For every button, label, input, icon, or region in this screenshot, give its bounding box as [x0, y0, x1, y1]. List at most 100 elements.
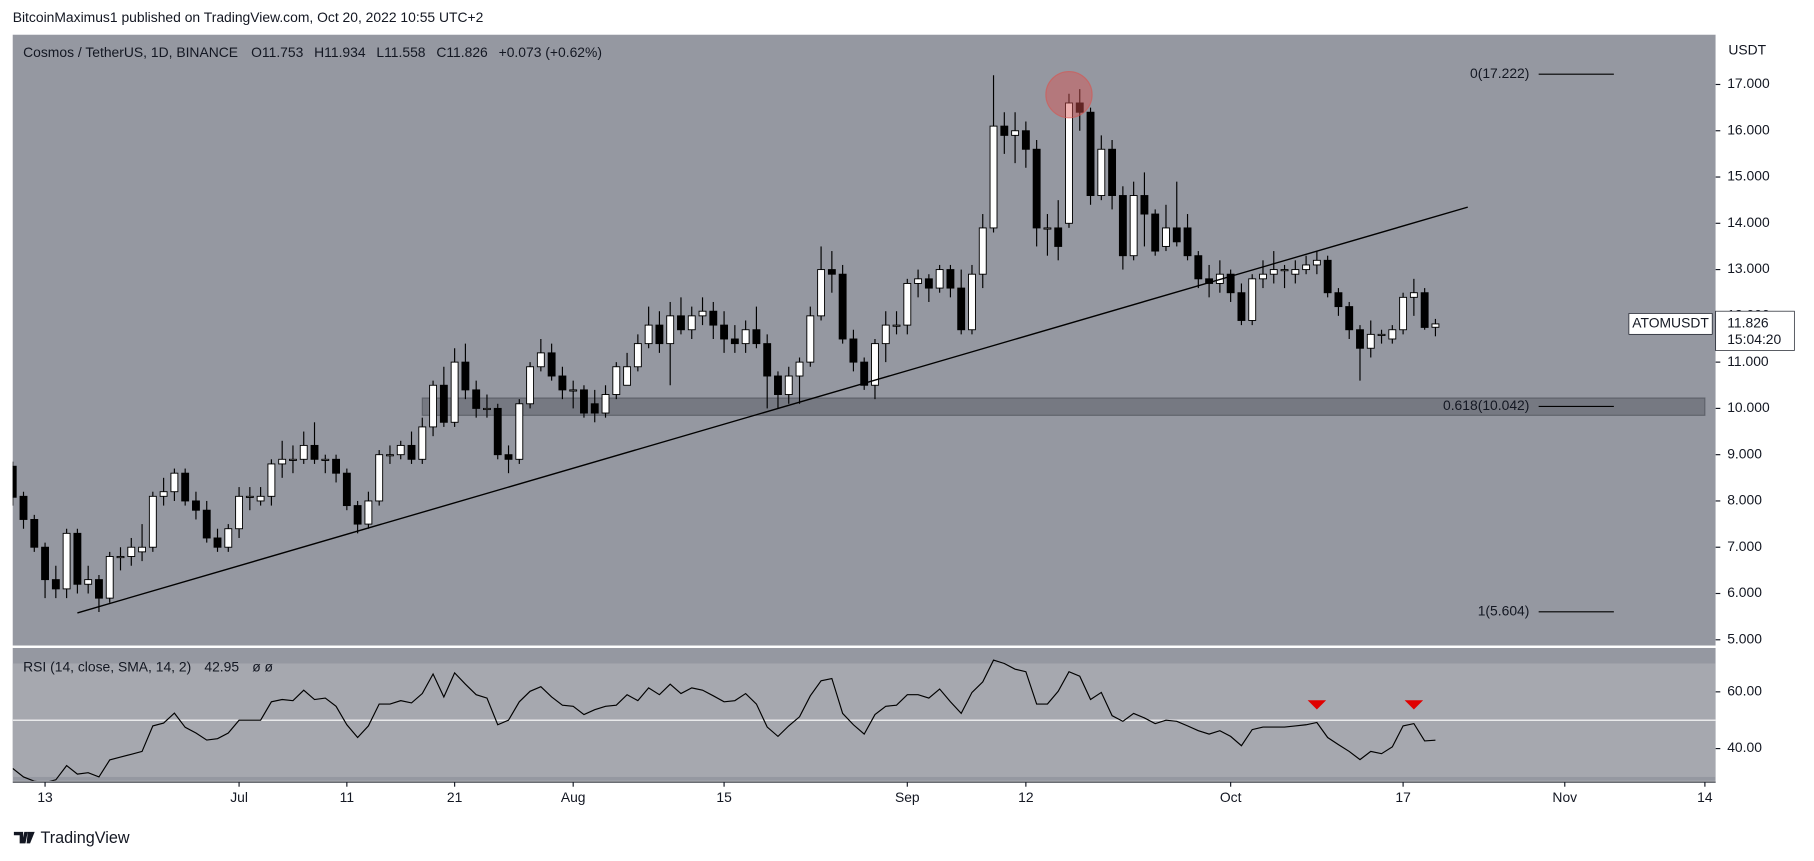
candle-body: [806, 315, 815, 363]
candle-body: [730, 338, 739, 345]
candle-body: [364, 500, 373, 525]
candle-body: [784, 375, 793, 395]
legend-high: 11.934: [324, 44, 366, 60]
footer-brand: TradingView: [40, 829, 129, 847]
candle-body: [1172, 227, 1181, 243]
y-tick-label: 8.000: [1727, 492, 1762, 508]
candle-body: [623, 366, 632, 386]
candle-body: [256, 495, 265, 502]
countdown-label: 15:04:20: [1727, 331, 1781, 347]
candle-body: [720, 324, 729, 340]
candle-body: [881, 324, 890, 345]
candle-body: [968, 273, 976, 331]
candle-body: [1323, 259, 1332, 294]
legend-open: 11.753: [262, 44, 304, 60]
candle-body: [235, 495, 243, 530]
x-tick-label: Jul: [230, 789, 248, 805]
candle-body: [601, 394, 610, 414]
y-tick-label: 13.000: [1727, 260, 1770, 276]
price-box: [1715, 310, 1795, 351]
candle-body: [504, 454, 513, 460]
candle-body: [957, 287, 966, 331]
candle-body: [989, 125, 998, 229]
candle-body: [1097, 148, 1106, 196]
candle-body: [181, 472, 190, 502]
candle-body: [849, 338, 858, 363]
candle-body: [1377, 333, 1386, 336]
candle-body: [1000, 125, 1009, 136]
candle-body: [590, 403, 599, 414]
candle-body: [278, 458, 287, 465]
candle-body: [978, 227, 987, 275]
rsi-y-tick-label: 40.00: [1727, 739, 1762, 755]
candle-body: [1140, 195, 1149, 215]
candle-body: [1345, 306, 1354, 331]
candle-body: [396, 444, 405, 456]
candle-body: [375, 454, 384, 502]
candle-body: [450, 361, 459, 423]
candle-body: [687, 315, 696, 331]
x-tick-label: Oct: [1220, 789, 1242, 805]
candle-body: [1162, 227, 1170, 247]
y-tick-label: 17.000: [1727, 75, 1770, 91]
y-unit: USDT: [1728, 42, 1766, 58]
legend-o: O: [251, 44, 262, 60]
candle-body: [838, 273, 847, 340]
candle-body: [19, 495, 28, 520]
highlight-circle: [1045, 70, 1093, 119]
fib-label: 0(17.222): [1470, 65, 1529, 81]
price-pane: [12, 34, 1716, 646]
candle-body: [655, 324, 664, 345]
candle-body: [51, 579, 60, 590]
candle-body: [752, 329, 761, 345]
candle-body: [1409, 292, 1418, 298]
fib-label: 1(5.604): [1478, 603, 1530, 619]
y-tick-label: 15.000: [1727, 168, 1770, 184]
y-tick-label: 11.000: [1727, 353, 1769, 369]
candle-body: [439, 384, 448, 423]
legend-title: Cosmos / TetherUS, 1D, BINANCE: [23, 44, 238, 60]
candle-body: [116, 556, 125, 559]
candle-body: [569, 389, 578, 392]
candle-body: [612, 366, 621, 395]
candle-body: [148, 495, 157, 548]
x-tick-label: Aug: [561, 789, 586, 805]
candle-body: [1226, 273, 1235, 294]
candle-body: [472, 389, 481, 409]
candle-body: [774, 375, 782, 395]
candle-body: [95, 579, 103, 599]
candle-body: [860, 361, 869, 386]
candle-body: [1194, 255, 1203, 280]
x-tick-label: 17: [1395, 789, 1411, 805]
y-tick-label: 7.000: [1727, 538, 1762, 554]
candle-body: [73, 532, 82, 585]
candle-body: [1312, 259, 1321, 266]
legend-h: H: [314, 44, 324, 60]
candle-body: [1366, 333, 1375, 349]
candle-body: [1356, 329, 1364, 349]
price-plot: 0(17.222) 0.618(10.042) 1(5.604): [12, 65, 1706, 619]
candle-body: [580, 389, 588, 414]
candle-body: [1011, 130, 1020, 136]
candle-body: [418, 426, 427, 460]
x-tick-label: 11: [340, 789, 355, 805]
legend: Cosmos / TetherUS, 1D, BINANCE O11.753 H…: [23, 44, 602, 60]
candle-body: [1237, 292, 1246, 321]
candle-body: [558, 375, 567, 391]
rsi-marker: [1307, 700, 1327, 710]
candle-body: [386, 454, 394, 457]
candle-body: [698, 310, 707, 317]
candle-body: [1399, 296, 1408, 331]
candle-body: [170, 472, 179, 493]
support-zone: [421, 397, 1706, 416]
x-tick-label: 15: [716, 789, 732, 805]
candle-body: [1259, 273, 1267, 280]
candle-body: [310, 444, 319, 460]
candle-body: [1302, 264, 1311, 271]
candle-body: [1032, 148, 1041, 229]
candle-body: [515, 403, 524, 460]
rsi-y-tick-label: 60.00: [1727, 683, 1762, 699]
candle-body: [267, 463, 276, 497]
candle-body: [547, 352, 556, 377]
